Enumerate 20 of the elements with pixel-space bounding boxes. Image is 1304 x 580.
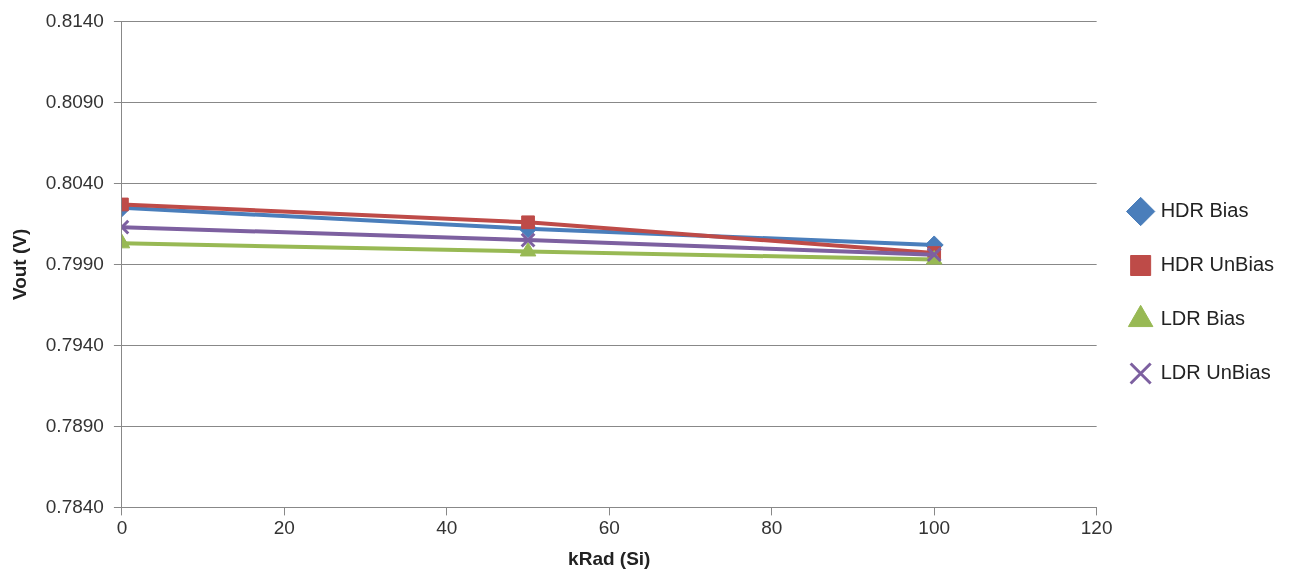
- x-tick-label: 80: [761, 517, 783, 539]
- x-tick-label: 100: [918, 517, 951, 539]
- y-axis-title: Vout (V): [8, 228, 30, 301]
- y-tick-label: 0.8140: [45, 9, 104, 31]
- legend-label: HDR UnBias: [1160, 253, 1274, 276]
- y-tick-label: 0.7940: [45, 333, 104, 355]
- x-tick-label: 120: [1080, 517, 1113, 539]
- y-tick-label: 0.7840: [45, 495, 104, 517]
- y-tick-label: 0.7990: [45, 252, 104, 274]
- y-tick-label: 0.8090: [45, 90, 104, 112]
- y-tick-label: 0.7890: [45, 414, 104, 436]
- legend-label: HDR Bias: [1160, 199, 1249, 222]
- x-axis-title: kRad (Si): [568, 547, 651, 569]
- x-tick-label: 60: [598, 517, 620, 539]
- legend-label: LDR Bias: [1160, 307, 1246, 330]
- legend-label: LDR UnBias: [1160, 361, 1271, 384]
- y-tick-label: 0.8040: [45, 171, 104, 193]
- x-tick-label: 20: [273, 517, 295, 539]
- x-tick-label: 40: [436, 517, 458, 539]
- x-tick-label: 0: [116, 517, 128, 539]
